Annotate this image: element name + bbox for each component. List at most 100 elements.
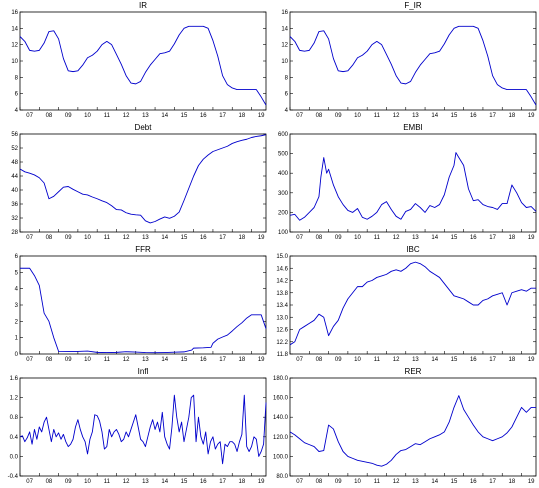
x-tick-label: 09 (335, 235, 342, 241)
x-tick-label: 07 (296, 235, 303, 241)
chart-title: IR (139, 1, 147, 10)
chart-svg: IR 4 6 8 10 12 14 16 07 08 09 10 11 12 13 14 15 16 17 18 19 (11, 1, 267, 119)
chart-svg: F_IR 4 6 8 10 12 14 16 07 08 09 10 11 12 13 14 15 16 17 18 1… (281, 1, 537, 119)
x-tick-label: 11 (374, 113, 381, 119)
x-tick-label: 12 (393, 357, 400, 363)
chart-debt: Debt 28 32 36 40 44 48 52 56 07 08 09 10 11 12 13 14 15 16… (0, 122, 269, 244)
x-tick-label: 11 (374, 357, 381, 363)
x-tick-label: 16 (200, 235, 207, 241)
x-tick-label: 10 (84, 357, 91, 363)
y-tick-label: 16 (11, 10, 18, 16)
x-tick-label: 07 (296, 479, 303, 485)
x-tick-label: 07 (26, 357, 33, 363)
y-tick-label: 200 (278, 210, 289, 216)
y-tick-label: 48 (11, 160, 18, 166)
x-tick-label: 19 (258, 113, 265, 119)
x-tick-label: 18 (239, 113, 246, 119)
x-tick-label: 11 (104, 235, 111, 241)
x-tick-label: 17 (219, 479, 226, 485)
x-tick-label: 18 (509, 113, 516, 119)
x-tick-label: 16 (470, 235, 477, 241)
x-tick-label: 14 (431, 235, 438, 241)
y-tick-label: 13.8 (276, 291, 288, 297)
y-tick-label: 14 (281, 26, 288, 32)
x-tick-label: 09 (335, 357, 342, 363)
x-tick-label: 18 (509, 479, 516, 485)
x-tick-label: 10 (354, 357, 361, 363)
y-tick-label: 13.0 (276, 315, 288, 321)
plot-frame (19, 133, 267, 233)
y-tick-label: 4 (15, 287, 19, 293)
y-tick-label: 8 (285, 75, 289, 81)
y-tick-label: 1.2 (10, 396, 19, 402)
plot-frame (19, 11, 267, 111)
x-tick-label: 09 (65, 357, 72, 363)
x-tick-label: 08 (316, 235, 323, 241)
x-tick-label: 15 (451, 235, 458, 241)
x-tick-label: 11 (374, 235, 381, 241)
chart-title: RER (405, 367, 422, 376)
x-tick-label: 12 (123, 235, 130, 241)
x-tick-label: 10 (84, 479, 91, 485)
chart-svg: Infl -0.4 0.0 0.4 0.8 1.2 1.6 07 08 09 10 11 12 13 14 1… (8, 367, 267, 485)
chart-title: Infl (138, 367, 149, 376)
x-tick-label: 18 (509, 235, 516, 241)
y-tick-label: 14 (11, 26, 18, 32)
chart-svg: RER 80.0 100.0 120.0 140.0 160.0 180.0 07 08 09 10… (273, 367, 537, 485)
x-tick-label: 12 (393, 113, 400, 119)
x-tick-label: 13 (412, 113, 419, 119)
chart-ir: IR 4 6 8 10 12 14 16 07 08 09 10 11 12 13 14 15 16 17 18 19 (0, 0, 269, 122)
y-tick-label: 12 (11, 43, 18, 49)
x-tick-label: 10 (84, 235, 91, 241)
x-tick-label: 12 (123, 357, 130, 363)
x-tick-label: 12 (123, 113, 130, 119)
x-tick-label: 09 (335, 479, 342, 485)
x-tick-label: 13 (412, 479, 419, 485)
y-tick-label: 140.0 (273, 415, 289, 421)
x-tick-label: 08 (316, 479, 323, 485)
x-tick-label: 16 (470, 479, 477, 485)
x-tick-label: 16 (200, 357, 207, 363)
y-tick-label: 14.2 (276, 279, 288, 285)
x-tick-label: 11 (374, 479, 381, 485)
x-tick-label: 07 (296, 357, 303, 363)
y-tick-label: 10 (281, 59, 288, 65)
x-tick-label: 15 (181, 357, 188, 363)
y-tick-label: 15.0 (276, 254, 288, 260)
chart-ibc: IBC 11.8 12.2 12.6 13.0 13.4 13.8 14.2 14.6 15.0 0… (270, 244, 539, 366)
y-tick-label: 12 (281, 43, 288, 49)
x-tick-label: 18 (509, 357, 516, 363)
y-tick-label: 1 (15, 336, 19, 342)
plot-frame (19, 377, 267, 477)
x-tick-label: 11 (104, 113, 111, 119)
x-tick-label: 10 (354, 113, 361, 119)
y-tick-label: 2 (15, 319, 19, 325)
series-line (19, 25, 267, 106)
x-tick-label: 07 (26, 235, 33, 241)
plot-frame (289, 133, 537, 233)
y-tick-label: 8 (15, 75, 19, 81)
x-tick-label: 19 (528, 235, 535, 241)
y-tick-label: 6 (15, 254, 19, 260)
x-tick-label: 19 (528, 357, 535, 363)
x-tick-label: 14 (431, 479, 438, 485)
y-tick-label: 11.8 (277, 352, 289, 358)
series-line (289, 152, 537, 221)
y-tick-label: 600 (278, 132, 289, 138)
x-tick-label: 11 (104, 479, 111, 485)
chart-svg: Debt 28 32 36 40 44 48 52 56 07 08 09 10 11 12 13 14 15 16… (11, 123, 267, 241)
chart-svg: EMBI 100 200 300 400 500 600 07 08 09 10 11 12 13 14 15… (278, 123, 537, 241)
y-tick-label: 16 (281, 10, 288, 16)
x-tick-label: 15 (451, 479, 458, 485)
chart-f-ir: F_IR 4 6 8 10 12 14 16 07 08 09 10 11 12 13 14 15 16 17 18 1… (270, 0, 539, 122)
chart-ffr: FFR 0 1 2 3 4 5 6 07 08 09 10 11 12 13 14 15 16 17 18 19 (0, 244, 269, 366)
x-tick-label: 19 (528, 113, 535, 119)
series-line (289, 395, 536, 467)
x-tick-label: 12 (123, 479, 130, 485)
x-tick-label: 19 (258, 479, 265, 485)
y-tick-label: 40 (11, 188, 18, 194)
y-tick-label: 300 (278, 191, 289, 197)
x-tick-label: 19 (528, 479, 535, 485)
y-tick-label: 400 (278, 171, 289, 177)
y-tick-label: -0.4 (8, 474, 19, 480)
